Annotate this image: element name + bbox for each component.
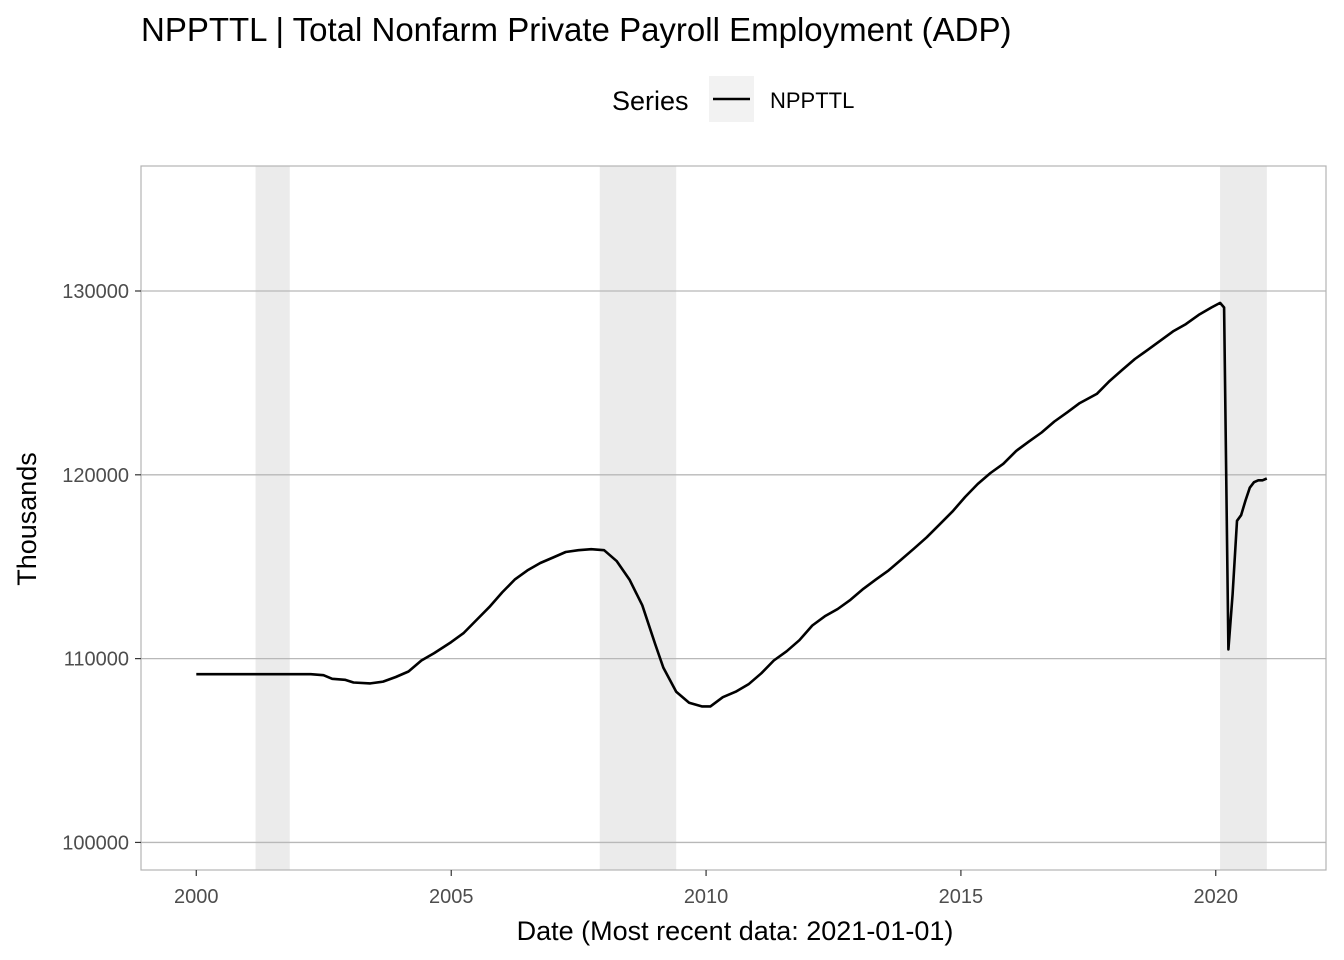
tick-label-y-100000: 100000: [62, 832, 129, 854]
chart-title: NPPTTL | Total Nonfarm Private Payroll E…: [141, 11, 1012, 48]
x-axis-ticks: 2000 2005 2010 2015 2020: [174, 870, 1238, 908]
tick-label-x-2015: 2015: [939, 886, 984, 908]
y-axis-ticks: 100000 110000 120000 130000: [62, 281, 141, 854]
recession-band-1: [255, 166, 290, 870]
recession-band-2: [599, 166, 677, 870]
tick-label-x-2020: 2020: [1193, 886, 1238, 908]
tick-label-y-120000: 120000: [62, 465, 129, 487]
legend-entry-npppttl: NPPTTL: [770, 88, 854, 113]
series-line-npppttl: [196, 301, 1268, 708]
tick-label-x-2005: 2005: [429, 886, 474, 908]
legend-title: Series: [612, 86, 689, 116]
tick-label-x-2000: 2000: [174, 886, 219, 908]
legend: Series NPPTTL: [612, 76, 854, 122]
tick-label-y-130000: 130000: [62, 281, 129, 303]
plot-border: [140, 165, 1327, 871]
x-axis-title: Date (Most recent data: 2021-01-01): [517, 916, 954, 946]
tick-label-y-110000: 110000: [64, 649, 129, 671]
recession-shading: [255, 166, 1267, 870]
tick-label-x-2010: 2010: [684, 886, 729, 908]
plot-panel: [141, 166, 1326, 870]
gridlines: [141, 290, 1326, 844]
y-axis-title: Thousands: [12, 452, 42, 586]
